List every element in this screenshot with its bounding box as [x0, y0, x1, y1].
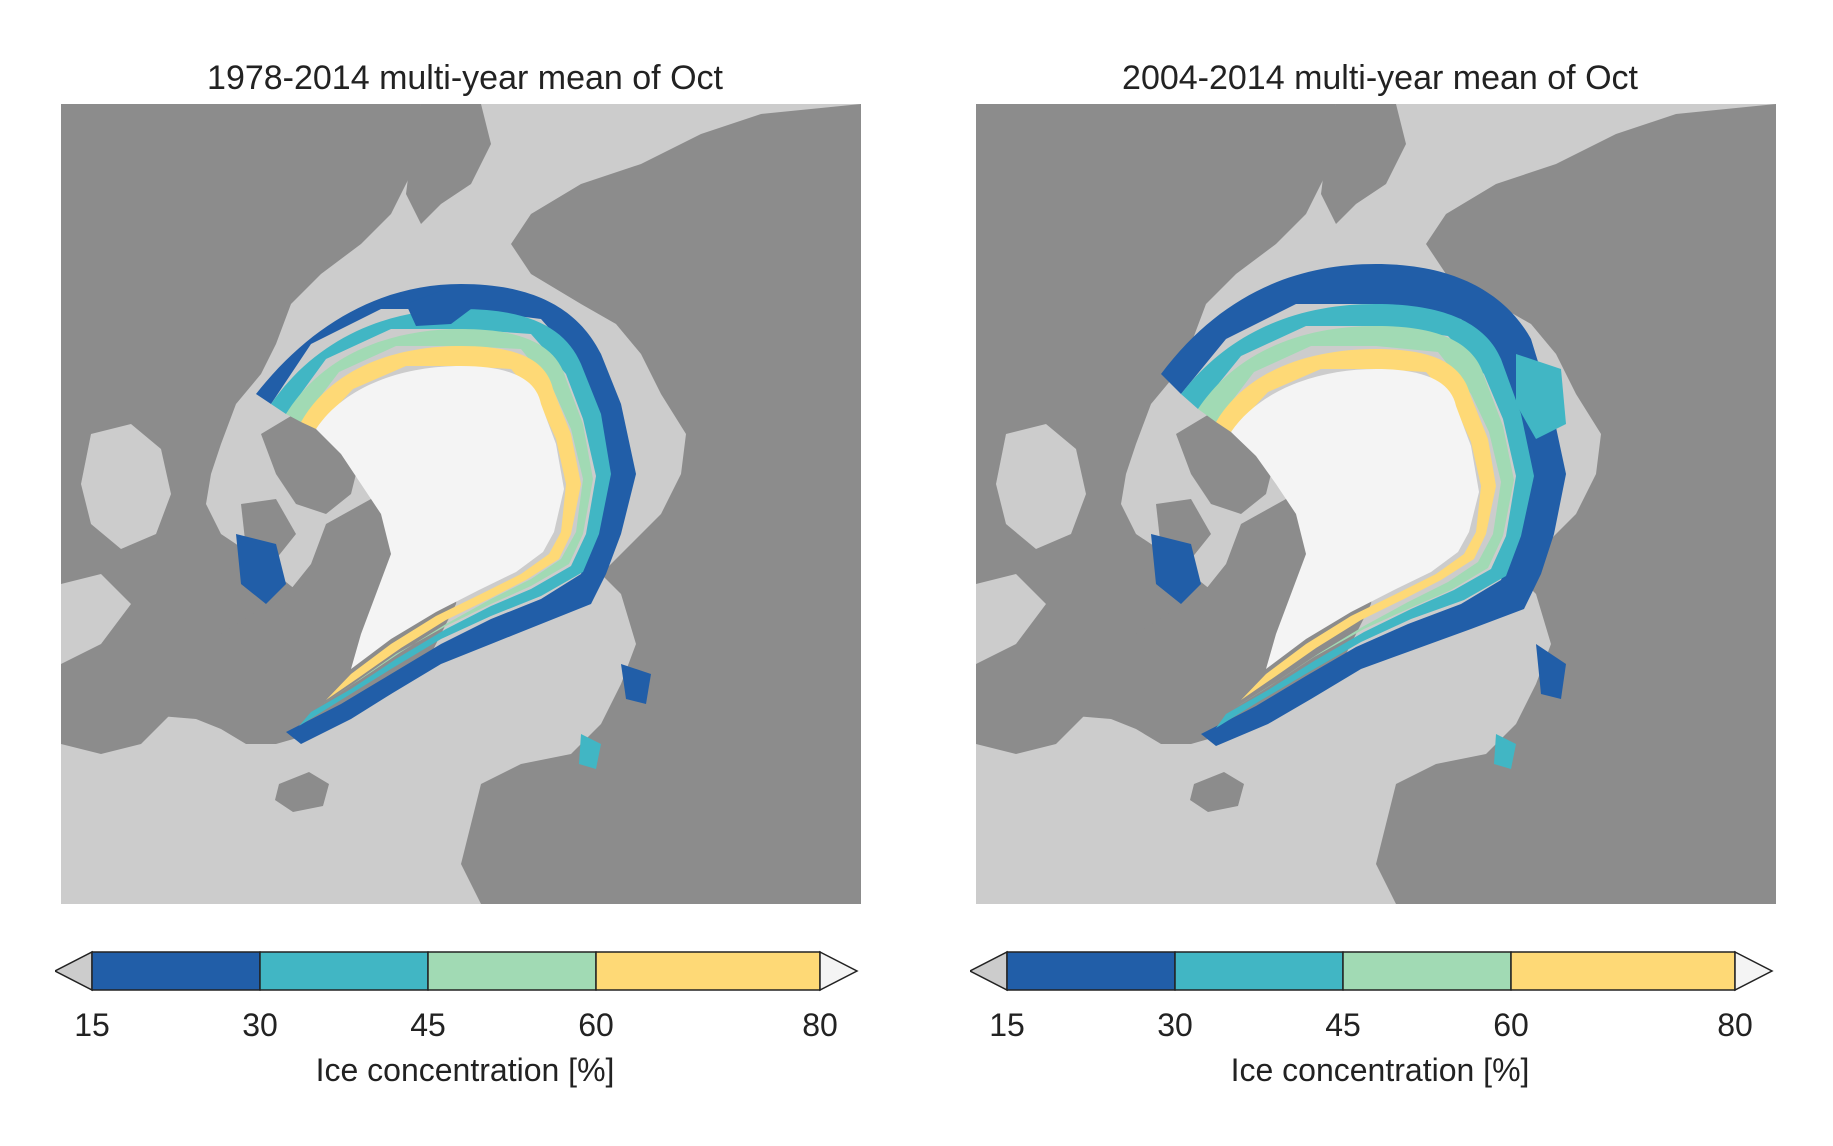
map-panel-1978-2014: 1978-2014 multi-year mean of Oct	[55, 0, 875, 1146]
ice-core-over-80	[316, 366, 564, 669]
colorbar-segment-45-60	[427, 951, 597, 991]
colorbar-underflow-triangle	[55, 950, 93, 992]
coastal-ice	[621, 664, 651, 704]
coastal-ice	[1494, 734, 1516, 769]
colorbar-label: Ice concentration [%]	[315, 1052, 615, 1088]
land-scandinavia	[461, 774, 571, 904]
hudson-strait	[61, 574, 131, 664]
colorbar-label: Ice concentration [%]	[1230, 1052, 1530, 1088]
coastal-ice	[579, 734, 601, 769]
colorbar-ticks: 15 30 45 60 80	[970, 1006, 1790, 1046]
colorbar-overflow-triangle	[1734, 950, 1774, 992]
hudson-bay	[996, 424, 1086, 549]
ice-band-45-60	[1198, 326, 1514, 710]
coastal-ice	[1516, 354, 1566, 439]
tick-label: 80	[802, 1007, 838, 1043]
land-chukotka	[406, 104, 491, 224]
colorbar-segment-60-80	[1510, 951, 1736, 991]
land-north-america	[61, 104, 421, 754]
map-title: 1978-2014 multi-year mean of Oct	[207, 59, 723, 97]
ice-band-30-45	[1181, 304, 1534, 728]
colorbar-segment-15-30	[91, 951, 261, 991]
hudson-strait	[976, 574, 1046, 664]
land-iceland	[275, 772, 329, 812]
coastal-ice	[1536, 644, 1566, 699]
coastal-ice	[236, 534, 286, 604]
tick-label: 30	[242, 1007, 278, 1043]
colorbar-segment-45-60	[1342, 951, 1512, 991]
land-scandinavia	[1376, 774, 1486, 904]
tick-label: 30	[1157, 1007, 1193, 1043]
colorbar	[55, 950, 859, 992]
tick-label: 45	[1325, 1007, 1361, 1043]
colorbar-segment-15-30	[1006, 951, 1176, 991]
hudson-bay	[81, 424, 171, 549]
land-chukotka	[1321, 104, 1406, 224]
land-north-america	[976, 104, 1336, 754]
tick-label: 15	[74, 1007, 110, 1043]
colorbar	[970, 950, 1774, 992]
tick-label: 60	[578, 1007, 614, 1043]
tick-label: 60	[1493, 1007, 1529, 1043]
colorbar-overflow-triangle	[819, 950, 859, 992]
map-title: 2004-2014 multi-year mean of Oct	[1122, 59, 1638, 97]
land-iceland	[1190, 772, 1244, 812]
ice-band-15-30	[1161, 264, 1566, 746]
land-eurasia	[471, 104, 861, 904]
coastal-ice	[406, 289, 471, 326]
colorbar-underflow-triangle	[970, 950, 1008, 992]
colorbar-ticks: 15 30 45 60 80	[55, 1006, 875, 1046]
coastal-ice	[1151, 534, 1201, 604]
arctic-map	[61, 104, 861, 904]
colorbar-segment-30-45	[259, 951, 429, 991]
tick-label: 15	[989, 1007, 1025, 1043]
arctic-map	[976, 104, 1776, 904]
colorbar-segment-60-80	[595, 951, 821, 991]
ice-band-15-30	[256, 284, 636, 744]
ice-core-over-80	[1231, 369, 1479, 669]
tick-label: 45	[410, 1007, 446, 1043]
map-panel-2004-2014: 2004-2014 multi-year mean of Oct	[970, 0, 1790, 1146]
land-eurasia	[1386, 104, 1776, 904]
tick-label: 80	[1717, 1007, 1753, 1043]
colorbar-segment-30-45	[1174, 951, 1344, 991]
